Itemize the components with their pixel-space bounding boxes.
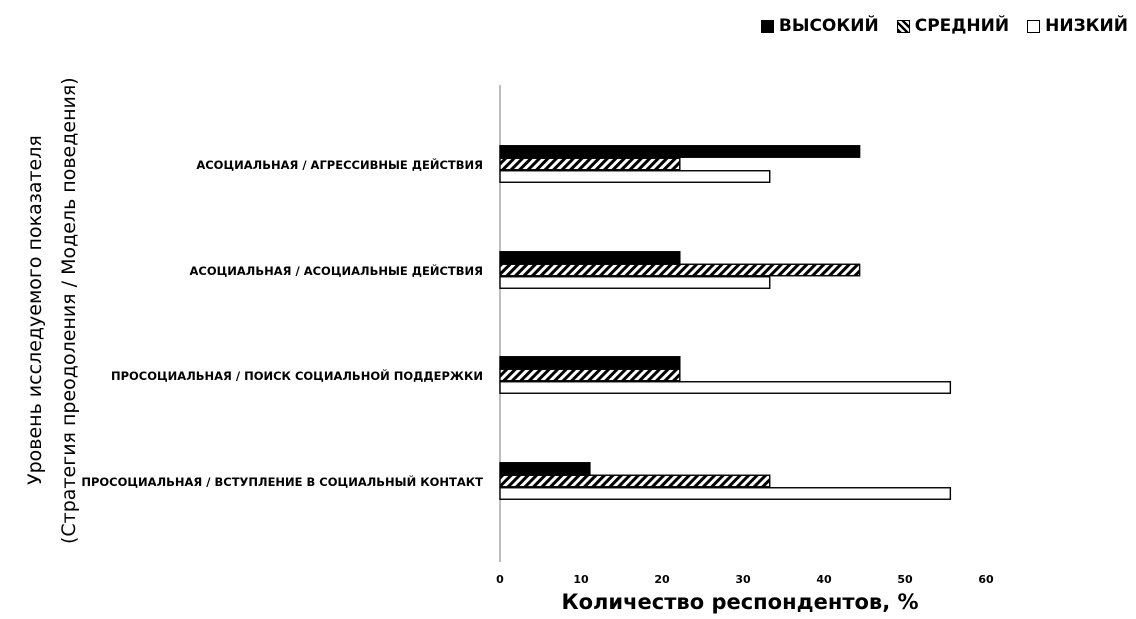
x-tick-label: 60 [978, 573, 994, 586]
legend-item-high: ВЫСОКИЙ [760, 16, 879, 36]
bar [499, 487, 952, 500]
category-label: АСОЦИАЛЬНАЯ / АГРЕССИВНЫЕ ДЕЙСТВИЯ [196, 157, 483, 172]
bar [499, 157, 681, 171]
legend-swatch-high [760, 19, 774, 33]
y-axis-label-line-2: (Стратегия преодоления / Модель поведени… [58, 76, 80, 544]
legend-item-low: НИЗКИЙ [1027, 16, 1128, 36]
legend-item-mid: СРЕДНИЙ [896, 16, 1010, 36]
y-axis-label-line-1: Уровень исследуемого показателя [24, 135, 46, 485]
bar [499, 368, 681, 382]
bar [499, 145, 861, 158]
x-tick-label: 30 [735, 573, 751, 586]
x-axis-label: Количество респондентов, % [561, 590, 919, 614]
category-label: ПРОСОЦИАЛЬНАЯ / ВСТУПЛЕНИЕ В СОЦИАЛЬНЫЙ … [81, 474, 483, 489]
category-label: ПРОСОЦИАЛЬНАЯ / ПОИСК СОЦИАЛЬНОЙ ПОДДЕРЖ… [111, 368, 483, 383]
bar [499, 263, 861, 277]
bar [499, 251, 681, 264]
legend-label-low: НИЗКИЙ [1045, 16, 1128, 36]
legend-swatch-mid [896, 19, 910, 33]
legend-label-mid: СРЕДНИЙ [914, 16, 1010, 36]
category-label: АСОЦИАЛЬНАЯ / АСОЦИАЛЬНЫЕ ДЕЙСТВИЯ [190, 263, 484, 278]
bar [499, 170, 771, 183]
legend: ВЫСОКИЙ СРЕДНИЙ НИЗКИЙ [760, 16, 1128, 36]
bar [499, 276, 771, 289]
legend-swatch-low [1027, 19, 1041, 33]
bar [499, 474, 771, 488]
x-tick-label: 10 [573, 573, 589, 586]
legend-label-high: ВЫСОКИЙ [778, 16, 879, 36]
bar [499, 356, 681, 369]
bar [499, 381, 952, 394]
x-tick-label: 40 [816, 573, 832, 586]
x-tick-label: 0 [496, 573, 504, 586]
y-axis-label: Уровень исследуемого показателя (Стратег… [6, 60, 80, 560]
bar [499, 462, 591, 475]
x-tick-label: 50 [897, 573, 913, 586]
x-tick-label: 20 [654, 573, 670, 586]
